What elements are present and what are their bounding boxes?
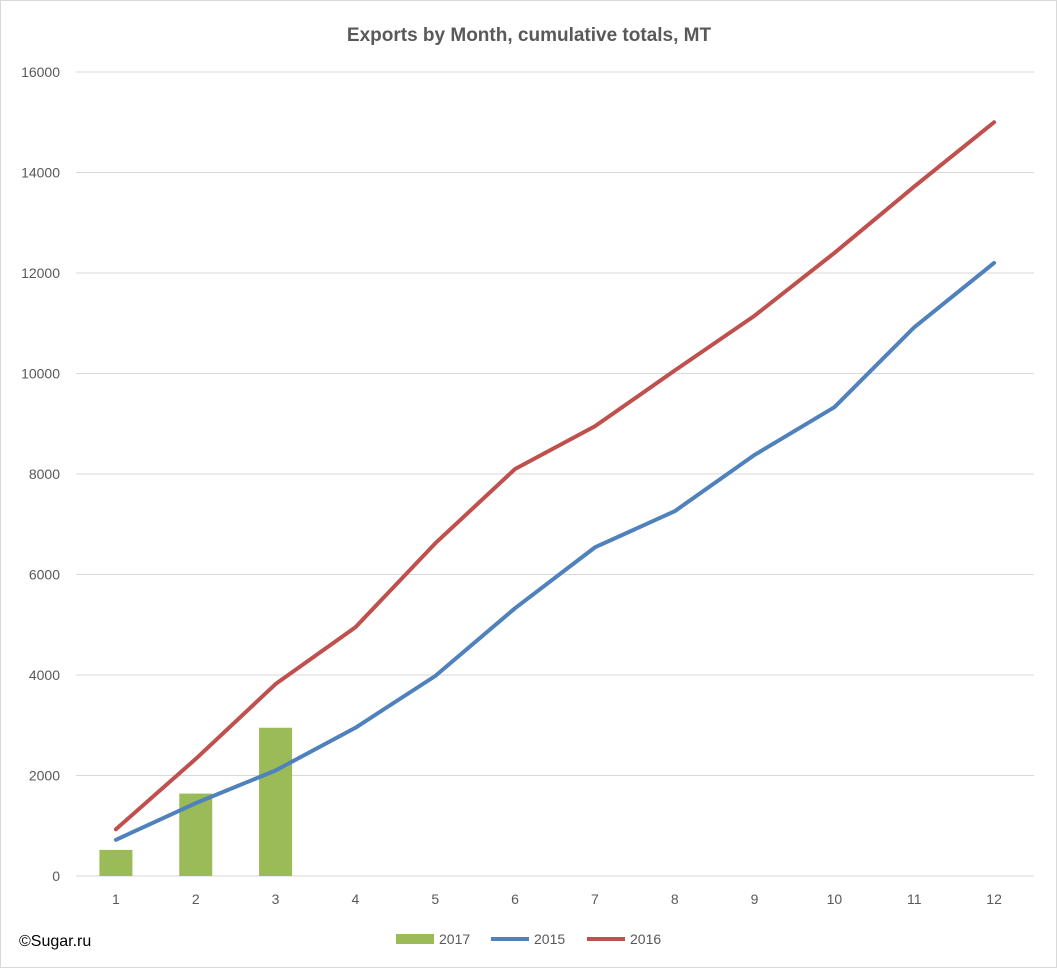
y-tick-label: 12000 <box>21 265 60 281</box>
line-series <box>113 120 997 842</box>
point-2016-6 <box>514 468 516 470</box>
point-2015-2 <box>195 802 197 804</box>
y-tick-label: 0 <box>52 868 60 884</box>
x-tick-label: 8 <box>671 891 679 907</box>
point-2015-11 <box>913 326 915 328</box>
bar-2017-1 <box>99 849 133 876</box>
x-tick-label: 5 <box>431 891 439 907</box>
line-series-2015 <box>113 260 997 842</box>
point-2015-1 <box>115 839 117 841</box>
legend: 2017 2015 2016 <box>396 931 661 947</box>
point-2016-7 <box>594 425 596 427</box>
point-2016-2 <box>195 758 197 760</box>
point-2016-5 <box>434 542 436 544</box>
x-axis-ticks: 1 2 3 4 5 6 7 8 9 10 11 12 <box>112 891 1002 907</box>
point-2015-8 <box>674 510 676 512</box>
gridlines <box>76 71 1034 877</box>
point-2016-9 <box>754 315 756 317</box>
point-2016-8 <box>674 369 676 371</box>
x-tick-label: 11 <box>907 891 922 907</box>
y-tick-label: 10000 <box>21 366 60 382</box>
y-tick-label: 14000 <box>21 165 60 181</box>
bar-series-2017 <box>99 727 293 876</box>
x-tick-label: 9 <box>751 891 759 907</box>
y-axis-ticks: 0 2000 4000 6000 8000 10000 12000 14000 16000 <box>21 64 60 884</box>
line-series-2016 <box>113 120 997 832</box>
point-2015-7 <box>594 546 596 548</box>
chart-title: Exports by Month, cumulative totals, MT <box>347 25 712 46</box>
x-tick-label: 6 <box>511 891 519 907</box>
x-tick-label: 3 <box>272 891 280 907</box>
x-tick-label: 12 <box>986 891 1002 907</box>
y-tick-label: 2000 <box>29 768 60 784</box>
point-2015-4 <box>354 727 356 729</box>
x-tick-label: 4 <box>352 891 360 907</box>
point-2016-3 <box>275 683 277 685</box>
point-2015-10 <box>833 406 835 408</box>
point-2016-12 <box>993 121 995 123</box>
y-tick-label: 8000 <box>29 466 60 482</box>
point-2015-12 <box>993 262 995 264</box>
point-2016-4 <box>354 626 356 628</box>
legend-label-2015: 2015 <box>534 931 565 947</box>
bar-2017-3 <box>259 727 293 876</box>
point-2016-11 <box>913 186 915 188</box>
copyright-text: ©Sugar.ru <box>19 933 91 950</box>
legend-label-2017: 2017 <box>439 931 470 947</box>
legend-label-2016: 2016 <box>630 931 661 947</box>
point-2015-5 <box>434 675 436 677</box>
y-tick-label: 16000 <box>21 64 60 80</box>
x-tick-label: 7 <box>591 891 599 907</box>
legend-swatch-2017 <box>396 934 434 944</box>
point-2016-10 <box>833 252 835 254</box>
x-tick-label: 10 <box>827 891 843 907</box>
point-2015-6 <box>514 607 516 609</box>
x-tick-label: 1 <box>112 891 120 907</box>
point-2016-1 <box>115 828 117 830</box>
x-tick-label: 2 <box>192 891 200 907</box>
bar-2017-2 <box>179 793 213 876</box>
y-tick-label: 4000 <box>29 667 60 683</box>
point-2015-9 <box>754 454 756 456</box>
point-2015-3 <box>275 769 277 771</box>
y-tick-label: 6000 <box>29 567 60 583</box>
